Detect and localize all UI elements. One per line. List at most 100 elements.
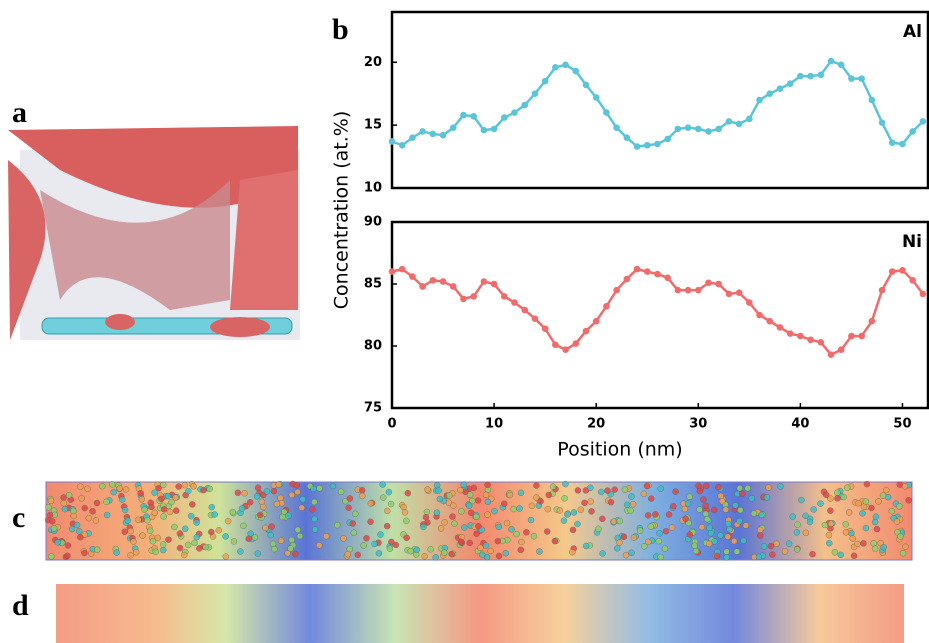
atom-dot [748, 495, 755, 502]
data-point [786, 330, 794, 337]
atom-dot [47, 497, 55, 505]
data-point [684, 286, 692, 294]
atom-dot [238, 505, 246, 512]
atom-dot [806, 518, 814, 526]
data-point [848, 75, 855, 82]
atom-dot [817, 500, 824, 507]
atom-dot [451, 520, 458, 527]
atom-dot [206, 485, 213, 493]
atom-dot [288, 491, 296, 499]
atom-dot [158, 495, 165, 503]
atom-dot [883, 486, 890, 494]
atom-dot [380, 494, 387, 501]
atom-dot [367, 518, 374, 526]
data-point [470, 113, 477, 120]
atom-dot [537, 498, 544, 505]
atom-dot [561, 495, 568, 502]
atom-dot [247, 499, 254, 506]
data-point [501, 293, 508, 300]
atom-dot [298, 504, 305, 511]
data-point [715, 280, 723, 288]
atom-dot [607, 498, 615, 506]
atom-dot [292, 550, 299, 558]
atom-dot [138, 496, 145, 503]
atom-dot [696, 506, 703, 513]
atom-dot [702, 510, 710, 518]
atom-dot [641, 543, 648, 550]
atom-dot [717, 532, 724, 539]
atom-dot [888, 507, 896, 515]
atom-dot [116, 485, 123, 492]
atom-dot [627, 507, 634, 514]
data-point [388, 268, 396, 275]
atom-dot [401, 509, 409, 516]
atom-dot [448, 550, 455, 558]
atom-dot [657, 553, 664, 561]
data-point [756, 311, 763, 319]
atom-dot [432, 554, 439, 561]
atom-dot [528, 502, 536, 510]
atom-dot [656, 530, 663, 537]
atom-dot [165, 536, 172, 543]
atom-dot [750, 510, 758, 517]
atom-dot [629, 501, 637, 508]
atom-dot [360, 542, 367, 549]
atom-dot [211, 511, 218, 518]
atom-dot [842, 529, 850, 536]
atom-dot [587, 498, 594, 505]
atom-dot [587, 484, 594, 491]
atom-dot [562, 480, 569, 488]
data-point [827, 351, 835, 358]
atom-dot [185, 487, 192, 495]
atom-dot [151, 489, 158, 496]
atom-dot [487, 547, 494, 555]
atom-dot [202, 543, 209, 551]
atom-dot [517, 489, 525, 497]
atom-dot [113, 549, 120, 556]
atom-dot [65, 491, 73, 499]
atom-dot [159, 541, 167, 548]
atom-dot [798, 496, 805, 504]
atom-dot [620, 533, 628, 540]
atom-dot [350, 529, 357, 536]
atom-dot [139, 532, 146, 539]
atom-dot [103, 498, 110, 506]
atom-dot [533, 494, 540, 501]
atom-dot [695, 482, 702, 490]
atom-dot [108, 481, 116, 488]
atom-dot [193, 519, 200, 526]
atom-dot [527, 516, 535, 524]
atom-dot [256, 511, 264, 519]
atom-dot [268, 523, 275, 530]
data-point [633, 265, 641, 273]
atom-dot [715, 484, 722, 491]
atom-dot [738, 490, 746, 497]
atom-dot [551, 537, 559, 545]
data-point [592, 317, 600, 325]
atom-dot [662, 528, 670, 535]
atom-dot [826, 540, 833, 547]
atom-dot [124, 517, 132, 524]
atom-dot [81, 504, 88, 512]
data-point [490, 125, 498, 133]
data-point [439, 131, 447, 139]
data-point [746, 299, 753, 306]
data-point [552, 341, 559, 349]
atom-dot [855, 500, 862, 507]
atom-dot [345, 504, 352, 511]
atom-dot [293, 482, 300, 489]
atom-dot [640, 490, 648, 498]
atom-dot [482, 491, 490, 499]
data-point [419, 128, 426, 135]
atom-dot [449, 513, 456, 520]
data-point [909, 276, 916, 284]
data-point [664, 274, 671, 282]
atom-dot [127, 527, 134, 535]
atom-dot [681, 505, 689, 513]
atom-dot [141, 506, 148, 513]
atom-dot [501, 500, 508, 507]
atom-dot [311, 498, 318, 506]
atom-dot [387, 500, 395, 508]
atom-dot [686, 531, 694, 538]
atom-dot [285, 512, 292, 519]
